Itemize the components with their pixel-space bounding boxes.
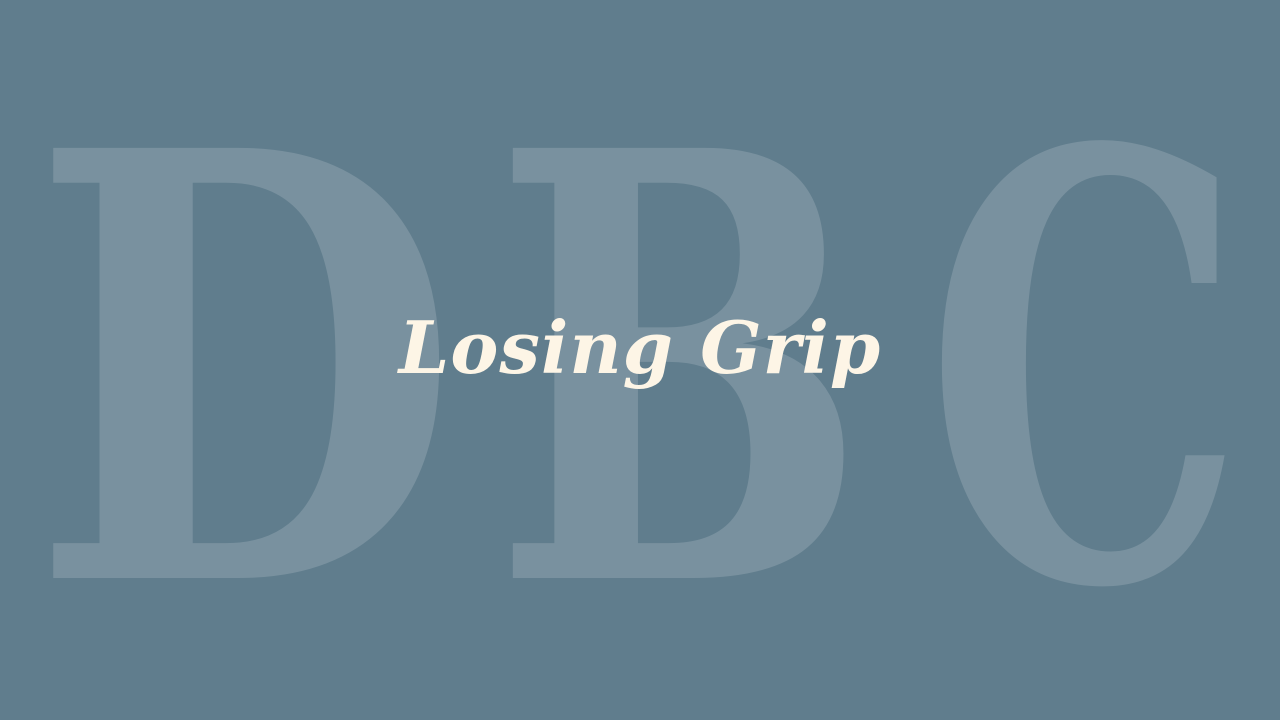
watermark-letter-c: C (925, 25, 1245, 718)
watermark-letter-d: D (30, 25, 460, 718)
watermark-letter-b: B (492, 25, 868, 718)
page-title: Losing Grip (398, 305, 882, 390)
